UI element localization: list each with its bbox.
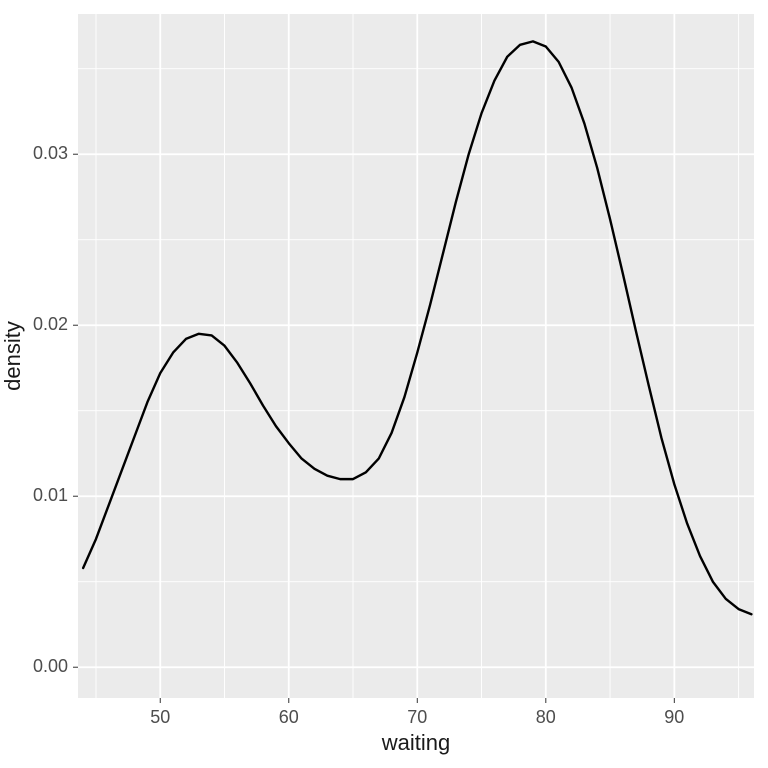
chart-svg: 50 60 70 80 90 0.00 0.01 0.02 0.03 waiting density [0,0,768,768]
x-tick-label: 50 [150,707,170,727]
x-axis-title: waiting [381,730,450,755]
y-tick-label: 0.03 [33,143,68,163]
x-tick-label: 60 [279,707,299,727]
x-tick-label: 90 [664,707,684,727]
x-tick-label: 70 [407,707,427,727]
y-tick-label: 0.01 [33,485,68,505]
y-tick-label: 0.00 [33,656,68,676]
density-chart: 50 60 70 80 90 0.00 0.01 0.02 0.03 waiting density [0,0,768,768]
y-tick-label: 0.02 [33,314,68,334]
x-tick-label: 80 [536,707,556,727]
y-axis-title: density [0,321,25,391]
